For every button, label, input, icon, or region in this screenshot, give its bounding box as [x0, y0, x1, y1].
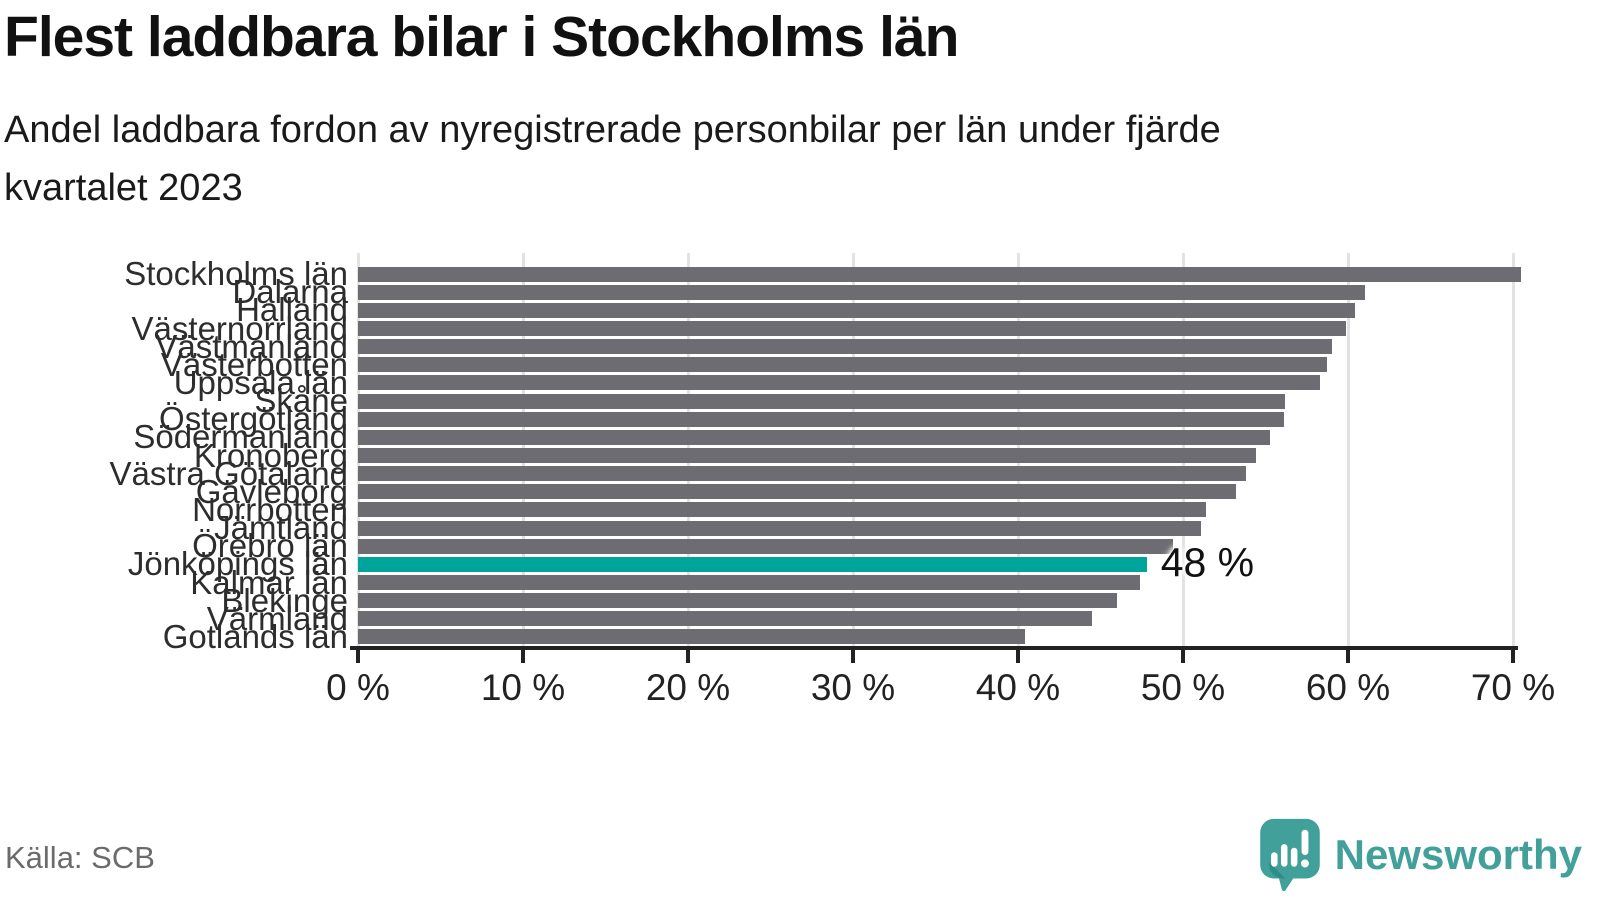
bar--sterg-tland: [358, 411, 1284, 427]
bar-v-stra-g-taland: [358, 466, 1246, 482]
subtitle-line-2: kvartalet 2023: [4, 167, 243, 209]
y-label--rebro-l-n: Örebro län: [192, 527, 348, 565]
brand-footer: Newsworthy: [1259, 818, 1582, 892]
y-label-v-stmanland: Västmanland: [155, 327, 348, 365]
gridline-70: [1511, 253, 1515, 647]
plot-area: [356, 253, 1522, 647]
bar-s-dermanland: [358, 429, 1271, 445]
x-tick-label-10: 10 %: [480, 667, 566, 708]
bar-norrbotten: [358, 502, 1207, 518]
x-tick-label-20: 20 %: [645, 667, 731, 708]
y-label-j-mtland: Jämtland: [214, 509, 348, 547]
y-label-norrbotten: Norrbotten: [192, 490, 348, 528]
gridline-60: [1346, 253, 1350, 647]
y-label-kronoberg: Kronoberg: [193, 436, 348, 474]
logo-bubble-shape: [1259, 818, 1320, 892]
x-tick-50: [1181, 650, 1185, 663]
y-label-halland: Halland: [236, 291, 348, 329]
y-label-v-sternorrland: Västernorrland: [131, 309, 348, 347]
bar-v-sternorrland: [358, 321, 1347, 336]
x-tick-label-30: 30 %: [810, 667, 896, 708]
bar-j-nk-pings-l-n: [358, 556, 1147, 572]
logo-exclamation-dot: [1300, 859, 1309, 868]
y-label--sterg-tland: Östergötland: [159, 400, 348, 438]
y-label-s-dermanland: Södermanland: [133, 418, 348, 456]
x-tick-label-0: 0 %: [326, 667, 390, 708]
x-tick-label-40: 40 %: [975, 667, 1061, 708]
page-title: Flest laddbara bilar i Stockholms län: [4, 5, 959, 69]
bar-j-mtland: [358, 520, 1202, 536]
bar-gotlands-l-n: [358, 629, 1025, 645]
y-label-uppsala-l-n: Uppsala län: [173, 363, 348, 401]
y-label-sk-ne: Skåne: [254, 382, 348, 420]
source-credit: Källa: SCB: [5, 840, 155, 875]
logo-bar-2: [1280, 844, 1288, 867]
y-label-j-nk-pings-l-n: Jönköpings län: [127, 545, 348, 583]
bar--rebro-l-n: [358, 538, 1174, 554]
highlight-value-label: 48 %: [1160, 539, 1255, 586]
x-tick-0: [356, 650, 360, 663]
chart-subtitle: Andel laddbara fordon av nyregistrerade …: [4, 101, 1584, 217]
x-tick-10: [521, 650, 525, 663]
x-tick-label-50: 50 %: [1140, 667, 1226, 708]
x-axis-line: [350, 646, 1518, 650]
bar-uppsala-l-n: [358, 375, 1320, 391]
x-tick-70: [1511, 650, 1515, 663]
bar-blekinge: [358, 593, 1117, 609]
y-label-v-stra-g-taland: Västra Götaland: [109, 454, 348, 492]
logo-exclamation-stem: [1301, 829, 1309, 855]
bar-sk-ne: [358, 393, 1286, 409]
bar-g-vleborg: [358, 484, 1236, 500]
y-label-stockholms-l-n: Stockholms län: [124, 255, 348, 293]
subtitle-line-1: Andel laddbara fordon av nyregistrerade …: [4, 109, 1221, 151]
y-label-g-vleborg: Gävleborg: [195, 472, 348, 510]
y-label-v-rmland: Värmland: [206, 599, 348, 637]
bar-kronoberg: [358, 448, 1256, 463]
bar-dalarna: [358, 284, 1365, 300]
y-label-gotlands-l-n: Gotlands län: [162, 617, 348, 655]
brand-name: Newsworthy: [1334, 831, 1582, 878]
y-label-kalmar-l-n: Kalmar län: [190, 563, 348, 601]
newsworthy-logo-icon: [1259, 818, 1321, 892]
x-tick-60: [1346, 650, 1350, 663]
x-tick-30: [851, 650, 855, 663]
bar-halland: [358, 302, 1355, 318]
y-label-dalarna: Dalarna: [232, 273, 348, 311]
x-tick-40: [1016, 650, 1020, 663]
logo-bar-3: [1290, 847, 1298, 867]
bar-stockholms-l-n: [358, 266, 1522, 282]
x-tick-20: [686, 650, 690, 663]
bar-kalmar-l-n: [358, 575, 1141, 590]
y-label-blekinge: Blekinge: [221, 581, 348, 619]
y-label-v-sterbotten: Västerbotten: [160, 345, 348, 383]
bar-v-stmanland: [358, 339, 1332, 355]
bar-v-sterbotten: [358, 357, 1327, 373]
x-tick-label-70: 70 %: [1470, 667, 1556, 708]
bar-v-rmland: [358, 611, 1093, 627]
x-tick-label-60: 60 %: [1305, 667, 1391, 708]
logo-bar-1: [1270, 852, 1278, 867]
